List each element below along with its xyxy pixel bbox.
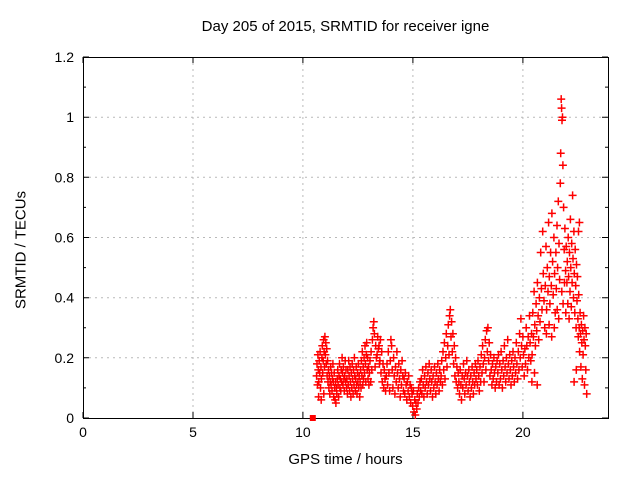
chart-title: Day 205 of 2015, SRMTID for receiver ign… bbox=[201, 18, 490, 35]
y-tick-label: 0.4 bbox=[55, 290, 75, 306]
x-tick-label: 10 bbox=[295, 424, 311, 440]
gridlines bbox=[83, 57, 608, 418]
y-tick-label: 0.2 bbox=[55, 350, 75, 366]
y-tick-label: 1.2 bbox=[55, 49, 75, 65]
x-axis-label: GPS time / hours bbox=[288, 451, 403, 468]
x-tick-label: 5 bbox=[189, 424, 197, 440]
x-tick-label: 0 bbox=[79, 424, 87, 440]
y-tick-label: 1 bbox=[66, 109, 74, 125]
x-tick-label: 20 bbox=[515, 424, 531, 440]
plot-border bbox=[83, 57, 609, 419]
outlier-point bbox=[309, 415, 316, 421]
data-points bbox=[312, 95, 591, 419]
y-tick-label: 0.6 bbox=[55, 230, 75, 246]
y-tick-label: 0 bbox=[66, 410, 74, 426]
y-tick-label: 0.8 bbox=[55, 169, 75, 185]
x-tick-label: 15 bbox=[405, 424, 421, 440]
